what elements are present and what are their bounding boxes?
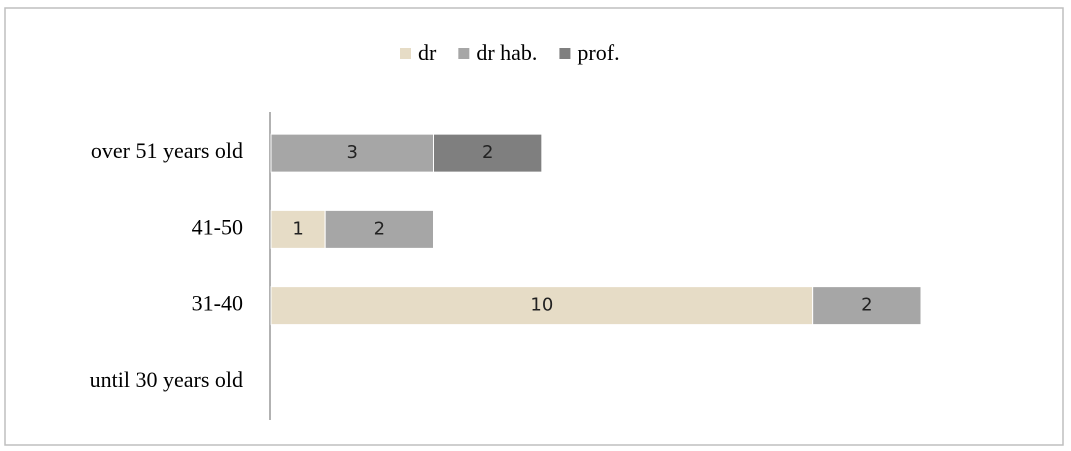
- legend-label: dr hab.: [476, 40, 537, 65]
- bar-segment: [324, 209, 434, 249]
- legend-label: dr: [418, 40, 437, 65]
- chart-frame: [4, 7, 1064, 446]
- data-label: 3: [347, 142, 358, 163]
- data-label: 1: [292, 218, 303, 239]
- legend-swatch: [458, 48, 470, 59]
- category-label: over 51 years old: [91, 138, 243, 163]
- bar-segment: [270, 286, 814, 326]
- bar-segment: [433, 133, 543, 173]
- category-label: until 30 years old: [90, 367, 243, 392]
- data-label: 10: [530, 295, 553, 316]
- category-label: 41-50: [192, 214, 243, 239]
- legend-swatch: [559, 48, 571, 59]
- bar-segment: [270, 133, 434, 173]
- category-label: 31-40: [192, 291, 243, 316]
- legend-label: prof.: [577, 40, 619, 65]
- data-label: 2: [482, 142, 493, 163]
- data-label: 2: [861, 295, 872, 316]
- bar-segment: [812, 286, 922, 326]
- data-label: 2: [374, 218, 385, 239]
- legend-swatch: [400, 48, 411, 59]
